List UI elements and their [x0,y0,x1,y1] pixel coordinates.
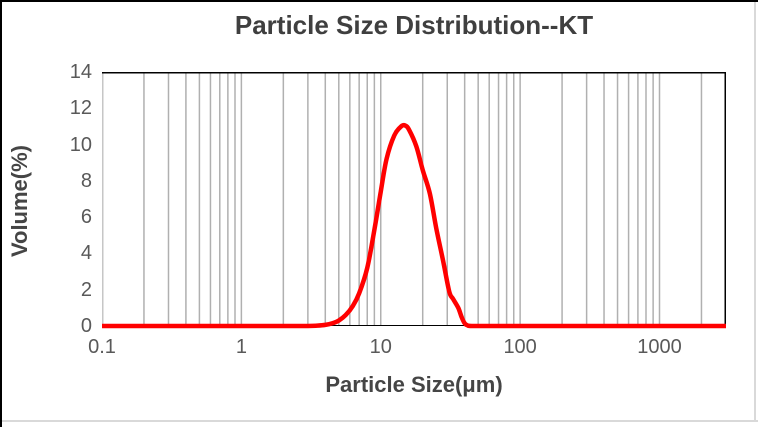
y-tick-label-12: 12 [69,97,92,120]
y-tick-label-4: 4 [80,242,92,265]
x-tick-label-1000: 1000 [637,336,682,358]
plot-area [102,72,726,329]
x-tick-label-0.1: 0.1 [88,336,116,358]
y-axis-title: Volume(%) [7,144,32,258]
x-tick-label-100: 100 [503,336,537,358]
y-tick-label-2: 2 [80,278,92,301]
frame-top-border [0,0,758,2]
frame-right-border [754,2,756,422]
distribution-curve [102,122,726,329]
y-tick-label-14: 14 [69,61,92,83]
chart-title: Particle Size Distribution--KT [234,10,594,40]
x-tick-label-10: 10 [369,336,392,358]
frame-left-border [0,0,2,427]
y-tick-label-0: 0 [80,315,92,337]
y-tick-label-10: 10 [69,133,92,156]
frame-bottom-border [2,420,758,422]
y-tick-label-8: 8 [80,169,92,192]
y-tick-label-6: 6 [80,206,92,229]
x-axis-title: Particle Size(μm) [325,372,503,397]
x-tick-label-1: 1 [235,336,247,358]
